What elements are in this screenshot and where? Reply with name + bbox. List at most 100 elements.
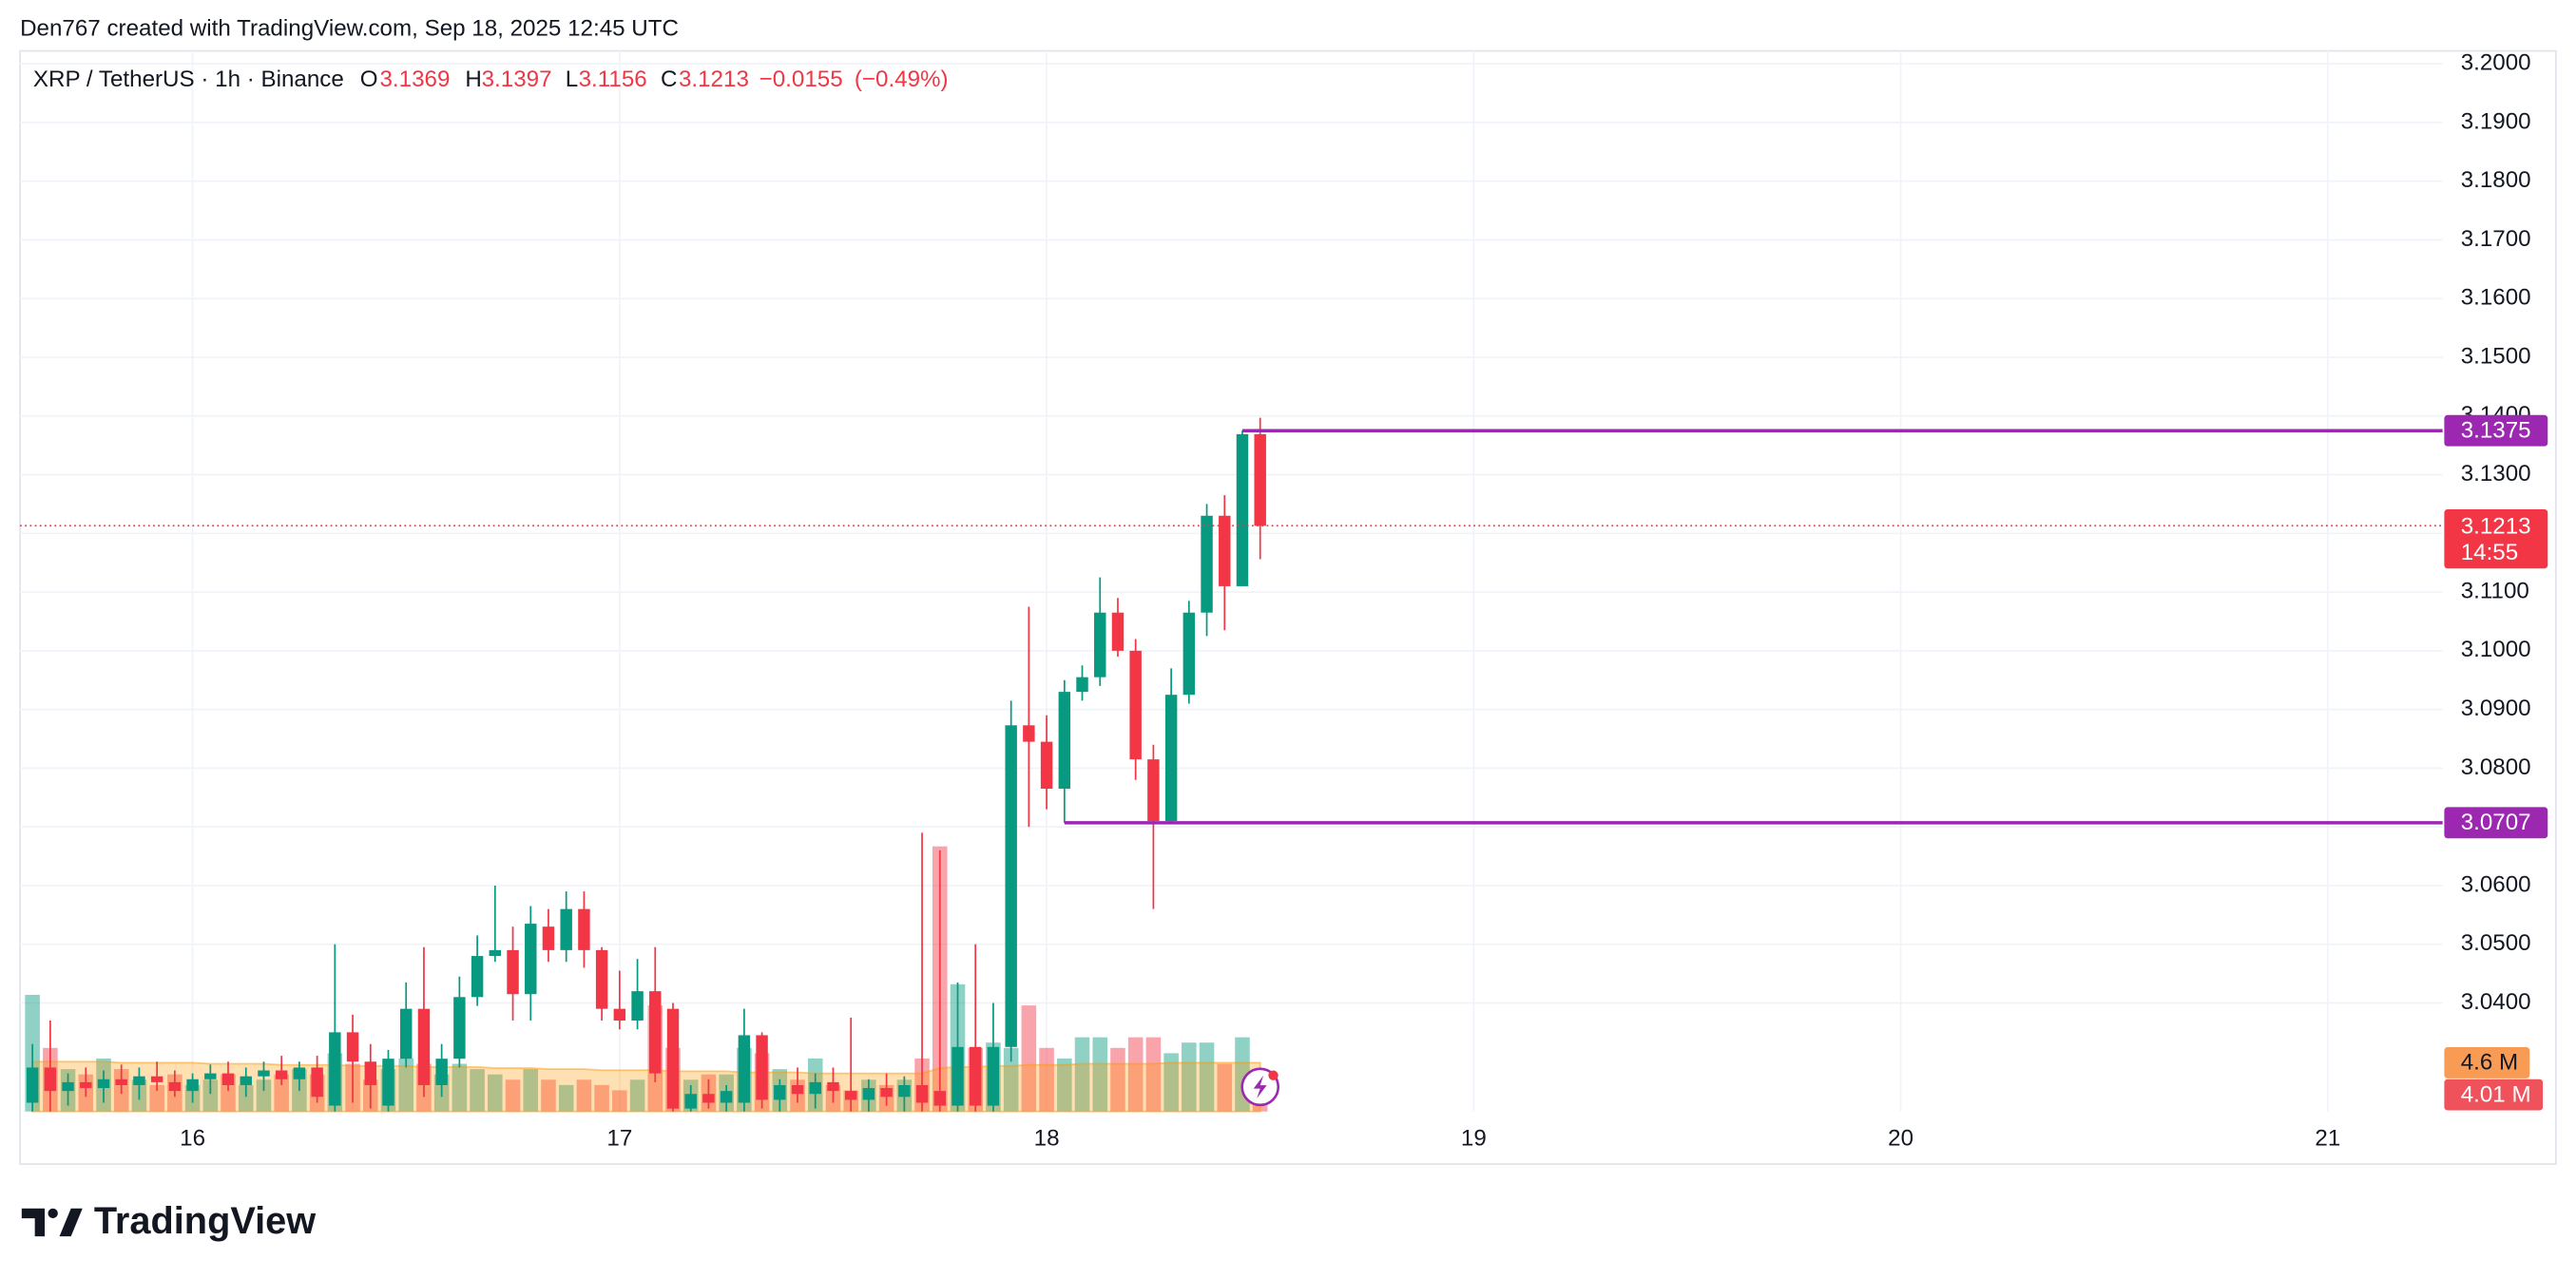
legend-high: 3.1397 — [482, 67, 552, 92]
live-icon-dot — [1268, 1070, 1278, 1080]
candle-body — [453, 997, 466, 1059]
attribution: Den767 created with TradingView.com, Sep… — [20, 15, 679, 41]
candle-body — [987, 1046, 1000, 1106]
candle-body — [774, 1084, 786, 1100]
volume-ma-box — [2444, 1046, 2530, 1079]
x-tick-label: 18 — [1034, 1126, 1060, 1152]
last-price-box — [2444, 509, 2548, 569]
candle-body — [631, 991, 644, 1021]
y-tick-label: 3.1700 — [2461, 226, 2531, 252]
volume-bar — [1021, 1005, 1037, 1112]
volume-bar — [1057, 1058, 1072, 1112]
candle-body — [364, 1061, 377, 1085]
candle-body — [382, 1059, 394, 1106]
volume-bar — [541, 1079, 556, 1112]
last-price-label: 3.1213 — [2461, 513, 2531, 539]
candle-body — [489, 949, 502, 957]
candle-body — [168, 1081, 182, 1092]
overlays — [20, 429, 2443, 1107]
chart-frame — [19, 49, 2557, 1165]
candle-body — [738, 1035, 751, 1103]
y-tick-label: 3.1000 — [2461, 637, 2531, 662]
volume-bar — [202, 1079, 219, 1112]
volume-bar — [576, 1079, 592, 1112]
y-tick-label: 3.0900 — [2461, 696, 2531, 721]
candle-body — [275, 1070, 288, 1079]
y-tick-label: 3.0600 — [2461, 871, 2531, 897]
volume-bar — [1074, 1037, 1090, 1112]
candle-body — [952, 1046, 964, 1106]
legend-close: 3.1213 — [679, 67, 749, 92]
candle-body — [346, 1032, 359, 1062]
candle-body — [1219, 515, 1231, 586]
candle-body — [649, 991, 662, 1074]
candle-body — [560, 908, 572, 950]
candle-body — [186, 1079, 199, 1092]
candle-body — [525, 924, 537, 995]
volume-bar — [558, 1084, 574, 1112]
candle-body — [1040, 741, 1053, 790]
candle-body — [595, 949, 608, 1009]
legend-low: 3.1156 — [579, 67, 647, 92]
level-label: 3.1375 — [2461, 417, 2531, 443]
volume-bar — [1182, 1042, 1197, 1112]
logo-mark — [21, 1208, 46, 1237]
candle-body — [791, 1084, 804, 1095]
candle-body — [1111, 612, 1125, 651]
candle-body — [1182, 612, 1196, 696]
volume-bar — [1145, 1037, 1162, 1112]
candles — [26, 417, 1266, 1112]
candle-body — [720, 1091, 733, 1103]
candle-body — [133, 1076, 145, 1085]
candle-body — [26, 1067, 39, 1103]
candle-body — [844, 1091, 857, 1100]
candle-body — [399, 1008, 413, 1059]
volume-bar — [523, 1069, 539, 1112]
candle-body — [809, 1081, 821, 1095]
grid — [20, 50, 2443, 1112]
x-tick-label: 20 — [1888, 1126, 1913, 1152]
volume-bar — [149, 1084, 164, 1112]
candle-body — [1147, 759, 1160, 821]
candle-body — [1076, 677, 1088, 693]
candle-body — [329, 1032, 341, 1106]
brand-logo: TradingView — [21, 1200, 316, 1242]
legend-change-pct: (−0.49%) — [855, 67, 949, 92]
candle-body — [1129, 650, 1142, 760]
x-tick-label: 19 — [1461, 1126, 1487, 1152]
candle-body — [293, 1067, 306, 1079]
candle-body — [221, 1073, 235, 1085]
candle-body — [702, 1094, 715, 1103]
x-tick-label: 16 — [180, 1126, 205, 1152]
volume-bar — [452, 1063, 468, 1112]
y-tick-label: 3.0800 — [2461, 754, 2531, 780]
y-tick-label: 3.1500 — [2461, 343, 2531, 369]
logo-mark — [59, 1208, 83, 1237]
candle-body — [933, 1091, 946, 1106]
volume-last-box — [2444, 1079, 2544, 1111]
candle-body — [684, 1094, 697, 1109]
candle-body — [311, 1067, 323, 1098]
y-tick-label: 3.1900 — [2461, 108, 2531, 134]
volume-bar — [1127, 1037, 1144, 1112]
live-icon-bolt — [1253, 1075, 1267, 1098]
y-tick-label: 3.0400 — [2461, 989, 2531, 1015]
candle-body — [435, 1059, 448, 1085]
volume-bar — [505, 1079, 521, 1112]
volume-bar — [1217, 1063, 1233, 1112]
legend-close-label: C — [661, 67, 677, 92]
x-tick-label: 17 — [606, 1126, 632, 1152]
candle-body — [862, 1088, 875, 1100]
candle-body — [204, 1073, 217, 1079]
volume-bar — [594, 1084, 609, 1112]
candle-body — [915, 1084, 929, 1103]
volume-bar — [629, 1079, 645, 1112]
candle-body — [1164, 695, 1178, 821]
candle-body — [578, 908, 590, 950]
volume-bar — [1199, 1042, 1215, 1112]
candle-body — [827, 1081, 839, 1092]
candle-body — [880, 1088, 893, 1098]
volume-bar — [256, 1079, 272, 1112]
legend-high-label: H — [465, 67, 481, 92]
